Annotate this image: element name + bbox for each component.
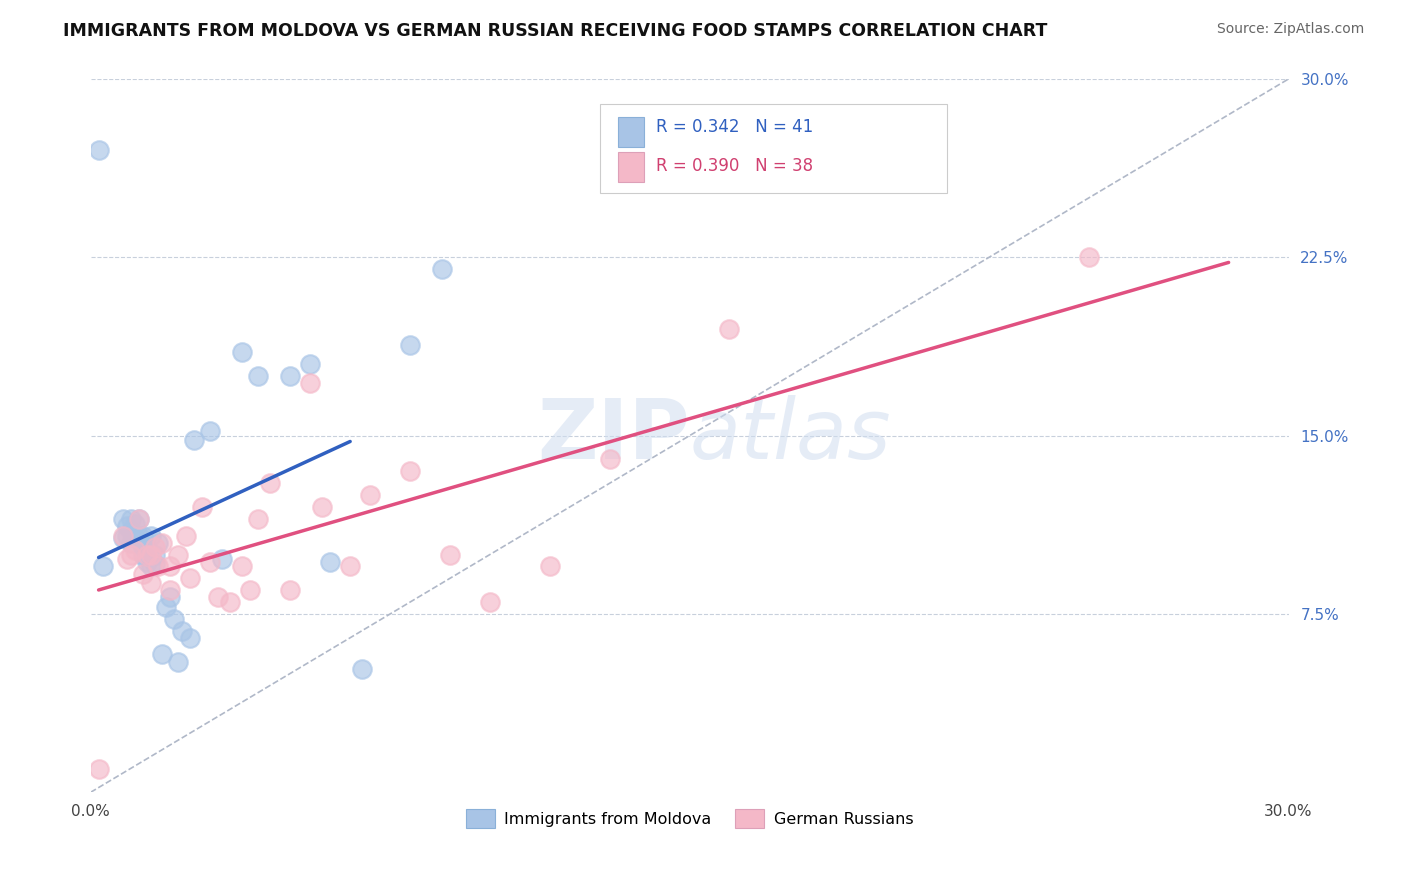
Point xyxy=(148,535,170,549)
Point xyxy=(359,488,381,502)
Point xyxy=(179,571,201,585)
Point xyxy=(139,548,162,562)
Point xyxy=(231,559,253,574)
Point xyxy=(247,369,270,384)
Point xyxy=(143,548,166,562)
Text: IMMIGRANTS FROM MOLDOVA VS GERMAN RUSSIAN RECEIVING FOOD STAMPS CORRELATION CHAR: IMMIGRANTS FROM MOLDOVA VS GERMAN RUSSIA… xyxy=(63,22,1047,40)
Point xyxy=(183,434,205,448)
Point xyxy=(259,476,281,491)
Point xyxy=(247,512,270,526)
Point xyxy=(131,541,153,555)
Point xyxy=(163,612,186,626)
Point xyxy=(135,555,157,569)
Point xyxy=(299,357,322,371)
Point xyxy=(124,531,146,545)
Point xyxy=(352,662,374,676)
Point xyxy=(399,464,422,478)
Point xyxy=(278,369,301,384)
Point xyxy=(152,535,174,549)
Point xyxy=(430,262,453,277)
Point xyxy=(159,591,181,605)
Point xyxy=(91,559,114,574)
Point xyxy=(135,541,157,555)
Point xyxy=(200,555,222,569)
Legend: Immigrants from Moldova, German Russians: Immigrants from Moldova, German Russians xyxy=(460,803,920,834)
Point xyxy=(120,524,142,538)
Point xyxy=(339,559,361,574)
Point xyxy=(135,548,157,562)
Point xyxy=(311,500,333,514)
Point xyxy=(115,552,138,566)
Point xyxy=(111,528,134,542)
Point xyxy=(179,631,201,645)
Point xyxy=(599,452,621,467)
Point xyxy=(478,595,501,609)
Point xyxy=(148,559,170,574)
Point xyxy=(155,599,177,614)
Point xyxy=(239,583,262,598)
Point xyxy=(87,144,110,158)
Point xyxy=(191,500,214,514)
Point xyxy=(172,624,194,638)
Point xyxy=(131,548,153,562)
Text: R = 0.342   N = 41: R = 0.342 N = 41 xyxy=(657,118,813,136)
Point xyxy=(538,559,561,574)
FancyBboxPatch shape xyxy=(600,104,948,193)
Text: Source: ZipAtlas.com: Source: ZipAtlas.com xyxy=(1216,22,1364,37)
Point xyxy=(139,559,162,574)
Point xyxy=(200,424,222,438)
Point xyxy=(167,548,190,562)
Point xyxy=(131,566,153,581)
Point xyxy=(207,591,229,605)
Point xyxy=(1077,250,1099,264)
Point xyxy=(152,648,174,662)
Text: R = 0.390   N = 38: R = 0.390 N = 38 xyxy=(657,157,813,175)
Point xyxy=(111,531,134,545)
Point xyxy=(124,542,146,557)
FancyBboxPatch shape xyxy=(617,153,644,182)
Point xyxy=(115,528,138,542)
Point xyxy=(128,528,150,542)
Point xyxy=(131,528,153,542)
Point xyxy=(120,535,142,549)
Point xyxy=(115,519,138,533)
Point xyxy=(159,559,181,574)
Point xyxy=(124,516,146,531)
Point xyxy=(128,512,150,526)
Point xyxy=(139,528,162,542)
Point xyxy=(299,376,322,391)
Text: atlas: atlas xyxy=(689,395,891,476)
Point xyxy=(439,548,461,562)
Point xyxy=(176,528,198,542)
Point xyxy=(120,548,142,562)
Point xyxy=(167,655,190,669)
Point xyxy=(231,345,253,359)
Point xyxy=(87,762,110,776)
Point xyxy=(319,555,342,569)
Point xyxy=(718,321,741,335)
Point xyxy=(278,583,301,598)
FancyBboxPatch shape xyxy=(617,117,644,147)
Point xyxy=(159,583,181,598)
Point xyxy=(143,541,166,555)
Point xyxy=(139,576,162,591)
Point xyxy=(128,512,150,526)
Point xyxy=(219,595,242,609)
Point xyxy=(211,552,233,566)
Text: ZIP: ZIP xyxy=(537,395,689,476)
Point xyxy=(399,338,422,352)
Point xyxy=(111,512,134,526)
Point xyxy=(143,557,166,571)
Point xyxy=(120,512,142,526)
